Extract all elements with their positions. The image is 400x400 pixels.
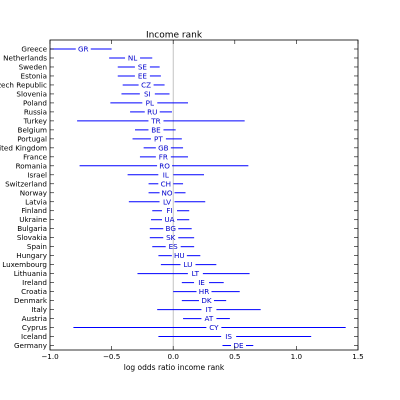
country-code-is: IS (225, 332, 232, 341)
x-tick-label: 1.5 (352, 352, 363, 361)
y-tick-label: Germany (14, 341, 48, 350)
x-axis-label: log odds ratio income rank (124, 363, 225, 372)
country-code-nl: NL (128, 53, 137, 62)
plot-area: GR Greece NL Netherlands SE Sweden EE Estonia CZ… (0, 39, 364, 361)
y-tick-label: Slovakia (17, 233, 47, 242)
y-tick-label: Russia (24, 107, 47, 116)
y-tick-label: Belgium (18, 125, 47, 134)
country-code-fi: FI (166, 206, 172, 215)
y-tick-label: Italy (31, 305, 47, 314)
country-code-ru: RU (147, 107, 157, 116)
plot-frame (49, 39, 359, 351)
y-tick-label: Austria (22, 314, 47, 323)
y-tick-label: Luxembourg (2, 260, 47, 269)
y-tick-label: Ireland (22, 278, 47, 287)
country-code-ro: RO (159, 161, 170, 170)
country-code-cy: CY (209, 323, 219, 332)
y-tick-label: Poland (23, 98, 47, 107)
country-code-ie: IE (198, 278, 205, 287)
y-tick-label: Czech Republic (0, 80, 47, 89)
y-tick-label: Israel (27, 170, 47, 179)
x-tick-label: 1.0 (291, 352, 303, 361)
country-code-it: IT (206, 305, 213, 314)
y-tick-label: Greece (21, 45, 47, 54)
country-code-lv: LV (163, 197, 171, 206)
y-tick-label: Denmark (14, 296, 48, 305)
y-tick-label: Portugal (17, 134, 47, 143)
y-tick-label: Ukraine (19, 215, 47, 224)
country-code-bg: BG (166, 224, 176, 233)
country-code-sk: SK (166, 233, 176, 242)
y-tick-label: France (23, 152, 47, 161)
y-tick-label: Turkey (23, 116, 48, 125)
y-tick-label: Spain (27, 242, 47, 251)
y-tick-label: Netherlands (3, 53, 47, 62)
y-tick-label: Lithuania (14, 269, 47, 278)
country-code-il: IL (163, 170, 169, 179)
x-tick-label: −0.5 (103, 352, 120, 361)
country-code-be: BE (151, 125, 161, 134)
country-code-ch: CH (161, 179, 171, 188)
country-code-no: NO (162, 188, 173, 197)
y-tick-label: Iceland (21, 332, 47, 341)
country-code-gr: GR (78, 45, 89, 54)
country-code-se: SE (138, 62, 148, 71)
x-tick-label: 0.5 (229, 352, 240, 361)
y-tick-label: Norway (20, 188, 48, 197)
country-code-lu: LU (184, 260, 193, 269)
y-tick-label: Hungary (16, 251, 47, 260)
country-code-cz: CZ (141, 80, 151, 89)
country-code-tr: TR (150, 116, 160, 125)
y-tick-label: Bulgaria (17, 224, 47, 233)
country-code-gb: GB (158, 143, 169, 152)
y-tick-label: Estonia (21, 71, 47, 80)
x-tick-label: −1.0 (41, 352, 59, 361)
country-code-pt: PT (154, 134, 163, 143)
y-tick-label: Romania (16, 161, 47, 170)
y-tick-label: Slovenia (16, 89, 47, 98)
y-tick-label: Cyprus (22, 323, 47, 332)
country-code-de: DE (233, 341, 244, 350)
x-tick-label: 0.0 (167, 352, 179, 361)
y-tick-label: Sweden (19, 62, 47, 71)
country-code-hu: HU (174, 251, 185, 260)
y-tick-label: Finland (21, 206, 47, 215)
country-code-si: SI (144, 89, 151, 98)
y-tick-label: United Kingdom (0, 143, 47, 152)
country-code-lt: LT (192, 269, 200, 278)
country-code-dk: DK (201, 296, 212, 305)
y-tick-label: Latvia (25, 197, 47, 206)
country-code-hr: HR (199, 287, 209, 296)
country-code-at: AT (205, 314, 214, 323)
chart-title: Income rank (146, 31, 203, 41)
country-code-fr: FR (159, 152, 168, 161)
y-tick-label: Croatia (21, 287, 47, 296)
country-code-es: ES (169, 242, 179, 251)
country-code-ee: EE (138, 71, 148, 80)
y-tick-label: Switzerland (5, 179, 47, 188)
country-code-pl: PL (146, 98, 154, 107)
country-code-ua: UA (164, 215, 174, 224)
